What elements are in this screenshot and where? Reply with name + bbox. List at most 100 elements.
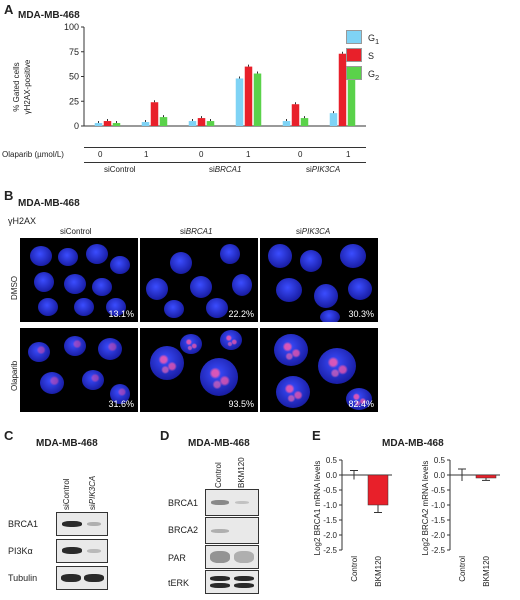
blot-d-brca2	[205, 517, 259, 544]
panel-e-charts: 0.5 0.0 -0.5 -1.0 -1.5 -2.0 -2.5 Control BKM120 L…	[313, 456, 500, 587]
a-ytick-label: 0	[74, 121, 79, 131]
nucleus	[106, 298, 126, 316]
e-ytick-label: -1.5	[431, 516, 445, 525]
blot-c-pi3k	[56, 539, 108, 563]
a-ytick-label: 50	[69, 72, 79, 82]
panel-d-letter: D	[160, 428, 170, 443]
e-ytick-label: -2.5	[323, 546, 337, 555]
nucleus	[110, 384, 130, 404]
legend-g1-swatch	[346, 29, 362, 44]
e-category-label: Control	[350, 556, 359, 582]
a-bar-g1	[188, 121, 197, 126]
nucleus	[340, 244, 366, 268]
blot-d-par	[205, 545, 259, 569]
e-category-label: BKM120	[374, 555, 383, 586]
a-bar-g1	[141, 122, 150, 126]
blot-d-terk	[205, 570, 259, 594]
blot-c-tubulin	[56, 566, 108, 590]
a-bar-g1	[282, 121, 291, 126]
pct-olaparib-sipik3ca: 82.4%	[348, 399, 374, 409]
nucleus	[170, 252, 192, 274]
blot-c-tubulin-label: Tubulin	[8, 573, 38, 583]
dose-2: 0	[199, 150, 204, 159]
micrograph-dmso-sipik3ca: 30.3%	[260, 238, 378, 322]
e-category-label: BKM120	[482, 555, 491, 586]
micrograph-olaparib-sicontrol: 31.6%	[20, 328, 138, 412]
nucleus	[206, 298, 228, 318]
lane-d-control: Control	[214, 462, 223, 488]
legend-s: S	[368, 51, 375, 61]
e-bar	[367, 474, 389, 506]
nucleus	[64, 336, 86, 356]
dose-0: 0	[98, 150, 103, 159]
panel-b-letter: B	[4, 188, 14, 203]
pct-dmso-sipik3ca: 30.3%	[348, 309, 374, 319]
nucleus	[320, 310, 340, 322]
nucleus	[40, 372, 64, 394]
a-bar-s	[291, 104, 300, 126]
nucleus	[74, 298, 94, 316]
group-sicontrol: siControl	[104, 165, 136, 174]
panel-c-letter: C	[4, 428, 14, 443]
group-sibrca1: siBRCA1	[209, 165, 242, 174]
a-bar-g2	[159, 117, 168, 126]
nucleus	[34, 272, 54, 292]
a-ytick-label: 75	[69, 47, 79, 57]
col-sicontrol: siControl	[60, 227, 92, 236]
nucleus	[274, 334, 308, 366]
panel-d-cell-line: MDA-MB-468	[188, 438, 250, 449]
a-bar-g1	[329, 113, 338, 126]
legend-g1: G1	[368, 33, 380, 46]
a-bar-g2	[300, 118, 309, 126]
nucleus	[38, 298, 58, 316]
nucleus	[30, 246, 52, 266]
micrograph-olaparib-sibrca1: 93.5%	[140, 328, 258, 412]
nucleus	[200, 358, 238, 396]
nucleus	[86, 244, 108, 264]
e-ytick-label: -1.0	[323, 501, 337, 510]
nucleus	[268, 244, 292, 268]
a-bar-s	[103, 121, 112, 126]
e-ytick-label: -0.5	[431, 486, 445, 495]
nucleus	[180, 334, 202, 354]
a-bar-g2	[347, 79, 356, 126]
e-ytick-label: -2.0	[431, 531, 445, 540]
nucleus	[146, 278, 168, 300]
dose-3: 1	[246, 150, 251, 159]
nucleus	[28, 342, 50, 362]
micrograph-dmso-sibrca1: 22.2%	[140, 238, 258, 322]
blot-c-pi3k-label: PI3Kα	[8, 546, 33, 556]
col-sibrca1: siBRCA1	[180, 227, 213, 236]
dose-row-bottom-line	[84, 162, 366, 163]
a-bar-g1	[235, 78, 244, 126]
lane-c-sicontrol: siControl	[62, 478, 71, 510]
nucleus	[220, 244, 240, 264]
micrograph-dmso-sicontrol: 13.1%	[20, 238, 138, 322]
blot-d-brca2-label: BRCA2	[168, 525, 199, 535]
nucleus	[276, 278, 302, 302]
legend-s-swatch	[346, 47, 362, 62]
a-bar-g1	[94, 123, 103, 126]
a-bar-g2	[112, 123, 121, 126]
a-ytick-label: 100	[64, 22, 79, 32]
a-bar-g2	[206, 121, 215, 126]
e-ytick-label: -2.0	[323, 531, 337, 540]
legend-g2-swatch	[346, 65, 362, 80]
row-olaparib: Olaparib	[10, 360, 19, 391]
a-bar-s	[150, 102, 159, 126]
blot-d-par-label: PAR	[168, 553, 186, 563]
blot-d-brca1	[205, 489, 259, 516]
e-ytick-label: 0.0	[434, 471, 446, 480]
dose-1: 1	[144, 150, 149, 159]
lane-d-bkm120: BKM120	[237, 457, 246, 488]
nucleus	[314, 284, 338, 308]
nucleus	[58, 248, 78, 266]
legend-g2: G2	[368, 69, 380, 82]
e-ytick-label: -2.5	[431, 546, 445, 555]
nucleus	[300, 250, 322, 272]
pct-olaparib-sibrca1: 93.5%	[228, 399, 254, 409]
e-ytick-label: 0.0	[326, 471, 338, 480]
nucleus	[82, 370, 104, 390]
nucleus	[220, 330, 242, 350]
olaparib-row-label: Olaparib (µmol/L)	[2, 150, 64, 159]
